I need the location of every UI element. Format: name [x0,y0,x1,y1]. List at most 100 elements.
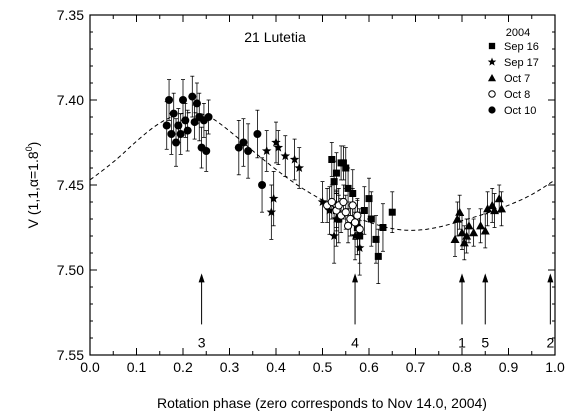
legend-label: Oct 8 [504,89,530,101]
phase-arrow-head [352,273,359,283]
data-point-triangle [476,221,486,230]
data-point-filled-circle [167,130,176,138]
data-point-square [344,184,352,192]
data-markers [162,92,507,260]
y-axis-label-sup: 0 [24,146,34,151]
legend-label: Oct 7 [504,73,530,85]
data-point-filled-circle [169,109,178,118]
data-point-filled-circle [204,113,213,121]
y-axis-label: V (1,1,α=1.80) [24,142,41,229]
data-point-square [356,232,364,240]
data-point-triangle [483,204,493,213]
x-tick-label: 0.1 [127,359,147,375]
data-point-filled-circle [188,92,197,101]
data-point-open-circle [343,221,353,230]
data-point-triangle [497,204,507,213]
x-tick-label: 0.8 [452,359,472,375]
x-tick-label: 0.2 [173,359,193,375]
x-tick-label: 0.7 [406,359,426,375]
data-point-star [268,193,279,203]
x-tick-label: 1.0 [545,359,565,375]
y-axis-label-close: ) [25,142,41,147]
data-point-triangle [452,214,462,223]
data-point-filled-circle [244,147,253,155]
x-tick-label: 0.9 [499,359,519,375]
data-point-triangle [462,231,472,240]
legend: 2004 Sep 16 Sep 17 Oct 7 Oct 8 Oct 10 [487,27,539,117]
data-point-triangle [450,234,460,243]
data-point-open-circle [339,197,348,207]
x-tick-label: 0.6 [359,359,379,375]
data-point-filled-circle [176,130,185,138]
data-point-square [367,215,375,223]
legend-marker-star [487,57,497,66]
data-point-star [324,205,335,215]
data-point-star [280,151,291,161]
data-point-star [266,207,277,217]
data-point-triangle [480,226,490,235]
y-tick-label: 7.40 [57,92,84,108]
y-tick-label: 7.35 [57,7,84,23]
data-point-triangle [457,228,467,237]
legend-title: 2004 [506,27,530,39]
data-point-filled-circle [165,96,174,104]
data-point-square [342,164,350,172]
data-point-triangle [464,221,474,230]
data-point-filled-circle [174,121,183,130]
phase-arrow-label: 2 [546,334,554,350]
data-point-filled-circle [234,143,243,152]
phase-arrow-head [547,273,554,283]
data-point-star [354,242,365,252]
data-point-filled-circle [183,126,192,135]
data-point-filled-circle [172,138,181,147]
data-point-square [365,195,373,203]
data-point-triangle [459,238,469,247]
data-point-square [360,207,368,214]
data-point-filled-circle [181,116,190,125]
data-point-filled-circle [258,181,267,189]
data-point-filled-circle [179,96,187,104]
data-point-star [317,197,328,207]
data-point-open-circle [348,201,357,210]
data-point-square [374,252,382,260]
y-tick-label: 7.45 [57,177,84,193]
data-point-open-circle [350,218,360,227]
data-point-star [273,142,284,152]
phase-arrow-label: 3 [198,334,206,350]
data-point-square [332,169,340,177]
legend-marker-square [488,42,496,50]
data-point-filled-circle [162,121,171,130]
phase-arrow-head [482,273,489,283]
legend-label: Oct 10 [504,105,536,117]
legend-marker-open-circle [488,90,496,98]
chart-title: 21 Lutetia [244,29,306,45]
data-point-open-circle [355,225,364,234]
x-tick-label: 0.3 [220,359,240,375]
data-point-open-circle [353,211,362,220]
data-point-square [372,235,380,243]
phase-arrow-head [459,273,465,283]
data-point-filled-circle [190,118,199,127]
data-point-triangle [469,228,479,237]
y-tick-labels: 7.35 7.40 7.45 7.50 7.55 [57,7,84,363]
data-point-triangle [455,207,465,216]
data-point-star [289,154,300,164]
data-point-filled-circle [202,147,211,155]
data-point-star [331,214,342,224]
data-point-square [328,156,336,163]
data-point-star [271,137,281,147]
data-point-triangle [490,206,500,215]
data-point-star [261,146,272,156]
x-tick-label: 0.4 [266,359,286,375]
data-point-square [379,224,387,231]
axis-ticks [89,14,556,356]
phase-arrow-label: 1 [458,334,466,350]
legend-marker-triangle [487,73,497,82]
legend-marker-filled-circle [488,106,496,114]
legend-label: Sep 17 [504,57,539,69]
data-point-triangle [494,194,504,203]
y-tick-label: 7.55 [57,347,84,363]
data-point-star [329,231,339,241]
